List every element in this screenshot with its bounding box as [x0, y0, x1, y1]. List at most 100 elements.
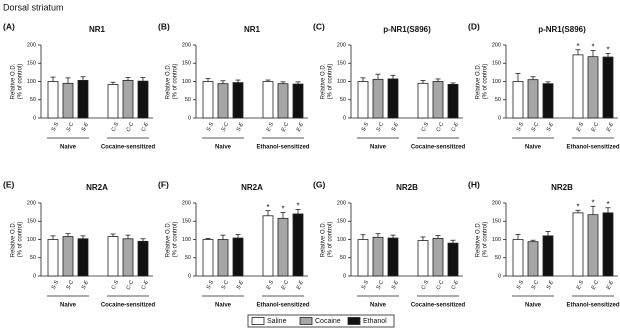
y-tick-label: 150: [27, 61, 36, 67]
y-tick-label: 0: [498, 273, 501, 279]
x-tick-label: S-E: [546, 121, 555, 132]
y-axis-label: Relative O.D.: [11, 63, 17, 99]
panel-label: (C): [313, 21, 325, 31]
legend-swatch: [299, 317, 313, 325]
x-tick-label: C-S: [111, 121, 121, 132]
x-tick-label: E-C: [281, 122, 290, 133]
x-tick-label: S-S: [361, 279, 370, 290]
bar: [447, 242, 459, 277]
x-tick-label: C-S: [421, 121, 431, 132]
group-label: Naive: [215, 303, 232, 309]
bar: [602, 212, 614, 277]
bar: [232, 82, 244, 119]
x-tick-label: S-S: [206, 121, 215, 132]
bar: [387, 237, 399, 277]
group-label: Cocaine-sensitized: [411, 303, 466, 309]
x-tick-label: S-C: [66, 280, 75, 291]
bar: [372, 236, 384, 277]
legend-swatch: [251, 317, 265, 325]
legend-swatch: [347, 317, 361, 325]
bar: [602, 56, 614, 119]
bar: [587, 56, 599, 119]
x-tick-label: C-E: [141, 279, 151, 290]
y-axis-label: Relative O.D.: [476, 63, 482, 99]
bar: [62, 82, 74, 119]
y-tick-label: 150: [337, 219, 346, 225]
bar: [262, 81, 274, 119]
group-label: Naive: [215, 145, 232, 151]
x-tick-label: C-E: [451, 121, 461, 132]
x-tick-label: S-S: [516, 279, 525, 290]
y-tick-label: 100: [492, 79, 501, 85]
significance-mark: *: [281, 205, 284, 214]
x-tick-label: C-C: [126, 279, 136, 290]
y-tick-label: 200: [337, 42, 346, 48]
bar: [292, 83, 304, 119]
y-axis-label: Relative O.D.: [11, 221, 17, 257]
group-label: Naive: [60, 303, 77, 309]
group-label: Cocaine-sensitized: [411, 145, 466, 151]
chart-title: p-NR1(S896): [383, 25, 431, 34]
bar: [277, 83, 289, 119]
bar: [292, 213, 304, 277]
bar: [262, 215, 274, 277]
significance-mark: *: [606, 200, 609, 209]
bar: [77, 238, 89, 277]
bar: [202, 81, 214, 119]
y-tick-label: 100: [492, 237, 501, 243]
y-tick-label: 0: [33, 273, 36, 279]
y-axis-label: (% of control): [483, 64, 489, 100]
bar: [357, 239, 369, 277]
x-tick-label: S-E: [81, 279, 90, 290]
x-tick-label: S-C: [221, 122, 230, 133]
x-tick-label: E-C: [591, 122, 600, 133]
y-axis-label: (% of control): [328, 222, 334, 258]
bar: [432, 81, 444, 119]
x-tick-label: S-E: [546, 279, 555, 290]
x-tick-label: E-S: [576, 279, 585, 290]
x-tick-label: S-S: [361, 121, 370, 132]
x-tick-label: E-E: [296, 279, 305, 290]
x-tick-label: E-C: [591, 280, 600, 291]
x-tick-label: S-C: [221, 280, 230, 291]
x-tick-label: C-C: [436, 279, 446, 290]
y-tick-label: 0: [343, 115, 346, 121]
bar: [527, 241, 539, 277]
x-tick-label: S-E: [81, 121, 90, 132]
x-tick-label: S-C: [531, 122, 540, 133]
y-tick-label: 0: [33, 115, 36, 121]
panel-label: (H): [468, 179, 480, 189]
x-tick-label: S-E: [391, 279, 400, 290]
y-tick-label: 150: [182, 219, 191, 225]
y-tick-label: 150: [492, 61, 501, 67]
x-tick-label: C-E: [451, 279, 461, 290]
y-axis-label: Relative O.D.: [476, 221, 482, 257]
bar: [107, 84, 119, 119]
bar: [137, 80, 149, 119]
x-tick-label: S-S: [51, 279, 60, 290]
y-tick-label: 100: [337, 237, 346, 243]
group-label: Ethanol-sensitized: [566, 303, 619, 309]
y-axis-label: Relative O.D.: [321, 63, 327, 99]
chart-title: NR2A: [86, 183, 108, 192]
bar: [107, 236, 119, 277]
x-tick-label: E-C: [281, 280, 290, 291]
y-tick-label: 150: [337, 61, 346, 67]
bar: [372, 78, 384, 119]
panel-label: (G): [313, 179, 325, 189]
panel-label: (E): [3, 179, 15, 189]
x-tick-label: S-E: [236, 279, 245, 290]
bar: [137, 240, 149, 277]
y-tick-label: 50: [185, 255, 191, 261]
panel-label: (B): [158, 21, 170, 31]
bar: [77, 80, 89, 119]
group-label: Naive: [60, 145, 77, 151]
bar: [202, 239, 214, 277]
bar: [542, 83, 554, 119]
y-axis-label: (% of control): [18, 222, 24, 258]
y-tick-label: 50: [495, 255, 501, 261]
y-tick-label: 0: [498, 115, 501, 121]
chart-title: NR2B: [396, 183, 418, 192]
x-tick-label: S-E: [391, 121, 400, 132]
